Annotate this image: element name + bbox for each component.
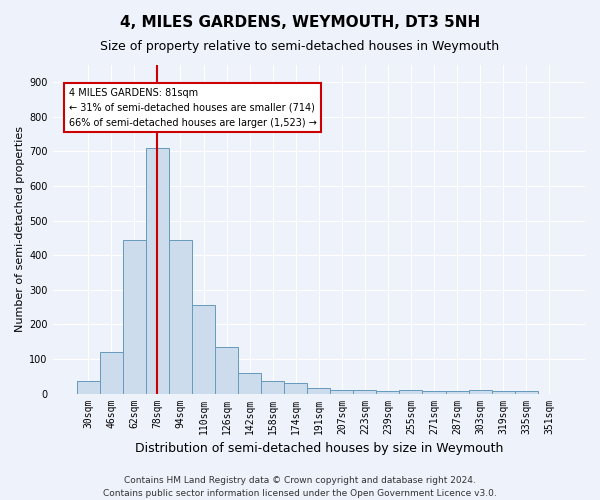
Bar xyxy=(446,391,469,394)
Bar xyxy=(169,240,192,394)
Text: Size of property relative to semi-detached houses in Weymouth: Size of property relative to semi-detach… xyxy=(100,40,500,53)
Bar xyxy=(469,390,491,394)
Text: Contains HM Land Registry data © Crown copyright and database right 2024.
Contai: Contains HM Land Registry data © Crown c… xyxy=(103,476,497,498)
Bar xyxy=(284,383,307,394)
Bar xyxy=(146,148,169,394)
Text: 4 MILES GARDENS: 81sqm
← 31% of semi-detached houses are smaller (714)
66% of se: 4 MILES GARDENS: 81sqm ← 31% of semi-det… xyxy=(68,88,316,128)
Bar xyxy=(330,390,353,394)
Bar xyxy=(123,240,146,394)
Bar xyxy=(400,390,422,394)
Bar xyxy=(77,382,100,394)
Y-axis label: Number of semi-detached properties: Number of semi-detached properties xyxy=(15,126,25,332)
Bar xyxy=(353,390,376,394)
Bar xyxy=(422,391,446,394)
Bar xyxy=(515,391,538,394)
Bar xyxy=(491,391,515,394)
Bar xyxy=(238,373,261,394)
Bar xyxy=(307,388,330,394)
Text: 4, MILES GARDENS, WEYMOUTH, DT3 5NH: 4, MILES GARDENS, WEYMOUTH, DT3 5NH xyxy=(120,15,480,30)
X-axis label: Distribution of semi-detached houses by size in Weymouth: Distribution of semi-detached houses by … xyxy=(134,442,503,455)
Bar xyxy=(192,306,215,394)
Bar xyxy=(100,352,123,394)
Bar xyxy=(215,347,238,394)
Bar xyxy=(376,391,400,394)
Bar xyxy=(261,381,284,394)
